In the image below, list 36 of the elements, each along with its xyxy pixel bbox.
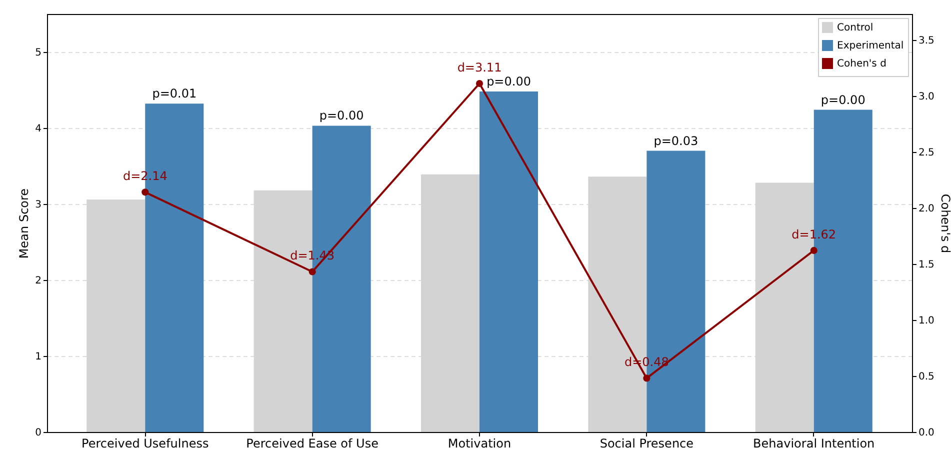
y-tick-label: 4 (35, 124, 42, 134)
point (142, 188, 149, 196)
annotation: p=0.03 (654, 134, 698, 148)
y2-tick-label: 0.5 (918, 371, 934, 382)
y-tick-label: 3 (35, 200, 42, 210)
y-axis-title: Mean Score (17, 188, 32, 259)
y2-tick-label: 2.0 (918, 203, 934, 214)
bar (480, 92, 538, 432)
x-tick-label: Perceived Ease of Use (246, 436, 378, 450)
y-tick-label: 2 (35, 276, 42, 286)
y2-tick-label: 0.0 (918, 428, 934, 438)
y2-tick-label: 1.5 (918, 259, 934, 270)
data-label: d=3.11 (457, 60, 502, 74)
annotation: p=0.00 (820, 92, 866, 107)
y-tick-label: 1 (35, 352, 42, 362)
y-tick-label: 0 (35, 428, 42, 438)
point (643, 374, 650, 382)
annotation: p=0.00 (319, 108, 364, 123)
legend-label: Control (837, 22, 874, 34)
x-tick-label: Behavioral Intention (753, 436, 875, 450)
y2-axis-title: Cohen's d (938, 194, 951, 254)
point (308, 268, 316, 276)
y2-tick-label: 2.5 (918, 147, 934, 158)
annotation: p=0.01 (152, 86, 197, 101)
y2-tick-label: 3.5 (918, 35, 934, 46)
y2-tick-label: 3.0 (918, 91, 934, 102)
legend-label: Experimental (837, 40, 904, 52)
x-tick-label: Perceived Usefulness (82, 436, 209, 450)
y2-tick-label: 1.0 (918, 315, 934, 326)
legend-label: Cohen's d (837, 58, 886, 70)
x-tick-label: Motivation (448, 436, 512, 450)
y-tick-label: 5 (35, 48, 42, 58)
point (476, 80, 484, 88)
point (810, 246, 818, 254)
annotation: p=0.00 (486, 74, 531, 89)
x-tick-label: Social Presence (600, 436, 694, 450)
